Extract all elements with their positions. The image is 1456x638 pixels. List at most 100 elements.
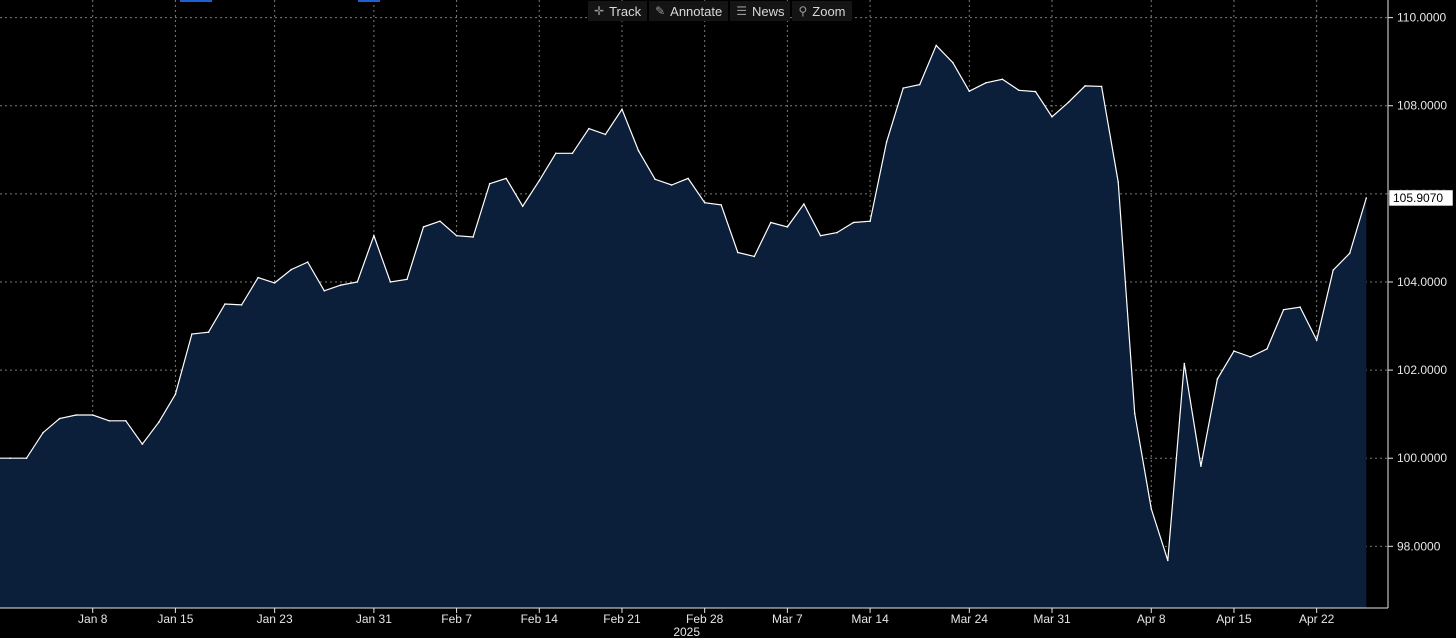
x-tick-label: Feb 21	[603, 612, 641, 626]
last-value-label: 105.9070	[1393, 191, 1443, 205]
top-marker-right	[358, 0, 380, 2]
news-label: News	[751, 3, 785, 19]
data-point	[58, 417, 61, 420]
data-point	[1200, 465, 1202, 467]
data-point	[869, 220, 871, 222]
annotate-button[interactable]: ✎ Annotate	[649, 1, 729, 21]
series-line	[0, 44, 1367, 561]
data-point	[753, 255, 756, 258]
data-point	[1018, 89, 1020, 92]
x-tick-label: Feb 7	[441, 612, 472, 626]
data-point	[472, 236, 474, 238]
data-point	[521, 205, 524, 207]
y-tick-label: 98.0000	[1397, 539, 1441, 553]
y-tick-label: 100.0000	[1397, 451, 1447, 465]
data-point	[1216, 378, 1219, 380]
data-point	[422, 226, 425, 228]
pencil-icon: ✎	[655, 4, 666, 18]
x-tick-label: Mar 24	[951, 612, 989, 626]
data-point	[356, 281, 359, 283]
data-point	[621, 108, 623, 111]
annotate-label: Annotate	[670, 3, 723, 19]
data-point	[1299, 306, 1301, 308]
data-point	[571, 152, 574, 155]
data-point	[1233, 350, 1235, 352]
data-point	[770, 221, 772, 224]
x-tick-label: Jan 15	[157, 612, 193, 626]
data-point	[158, 421, 160, 423]
data-point	[836, 231, 838, 234]
data-point	[1084, 85, 1086, 87]
data-point	[670, 184, 673, 186]
news-icon: ☰	[736, 4, 747, 18]
data-point	[125, 420, 127, 422]
news-button[interactable]: ☰ News	[730, 1, 791, 21]
data-point	[340, 284, 342, 286]
data-point	[240, 304, 243, 306]
data-point	[1315, 339, 1318, 341]
track-label: Track	[609, 3, 642, 19]
data-point	[654, 178, 656, 181]
x-tick-label: Feb 28	[686, 612, 724, 626]
data-point	[25, 457, 28, 460]
chart-toolbar: ✛ Track ✎ Annotate ☰ News ⚲ Zoom	[588, 1, 852, 21]
data-point	[488, 182, 491, 185]
data-point	[224, 303, 226, 305]
data-point	[588, 127, 590, 130]
x-tick-label: Jan 31	[356, 612, 392, 626]
data-point	[42, 431, 44, 434]
zoom-button[interactable]: ⚲ Zoom	[792, 1, 852, 21]
data-point	[174, 393, 177, 396]
zoom-label: Zoom	[812, 3, 846, 19]
data-point	[703, 201, 706, 204]
data-point	[852, 221, 855, 224]
data-point	[207, 331, 210, 334]
data-point	[1348, 252, 1351, 255]
data-point	[985, 82, 987, 84]
data-point	[273, 282, 276, 284]
data-point	[1332, 269, 1334, 271]
data-point	[918, 83, 921, 86]
x-tick-label: Feb 14	[521, 612, 559, 626]
data-point	[306, 261, 309, 263]
data-point	[108, 420, 110, 422]
last-value-box	[1388, 189, 1454, 207]
data-point	[637, 149, 640, 152]
data-point	[720, 204, 722, 206]
data-point	[389, 281, 392, 283]
data-point	[1249, 356, 1252, 358]
top-marker-left	[180, 0, 212, 2]
data-point	[257, 276, 259, 279]
data-point	[803, 203, 805, 205]
data-point	[687, 177, 689, 180]
data-point	[323, 290, 326, 292]
data-point	[373, 234, 375, 237]
data-point	[1266, 348, 1268, 350]
data-point	[1001, 78, 1004, 81]
data-point	[1183, 362, 1186, 365]
x-axis-title: 2025	[673, 625, 700, 638]
data-point	[1167, 559, 1169, 562]
track-button[interactable]: ✛ Track	[588, 1, 648, 21]
data-point	[604, 133, 607, 136]
data-point	[902, 87, 904, 89]
x-tick-label: Jan 23	[257, 612, 293, 626]
x-tick-label: Mar 14	[851, 612, 889, 626]
data-point	[1117, 181, 1119, 183]
x-tick-label: Jan 8	[78, 612, 108, 626]
y-tick-label: 108.0000	[1397, 99, 1447, 113]
data-point	[935, 44, 937, 47]
data-point	[1067, 101, 1070, 103]
data-point	[406, 278, 408, 281]
data-point	[1150, 508, 1153, 510]
data-point	[9, 457, 11, 460]
data-point	[555, 152, 557, 155]
y-tick-label: 104.0000	[1397, 275, 1447, 289]
x-tick-label: Mar 31	[1033, 612, 1071, 626]
x-tick-label: Mar 7	[772, 612, 803, 626]
data-point	[819, 234, 822, 237]
series-layer	[0, 44, 1368, 608]
x-tick-label: Apr 22	[1299, 612, 1335, 626]
